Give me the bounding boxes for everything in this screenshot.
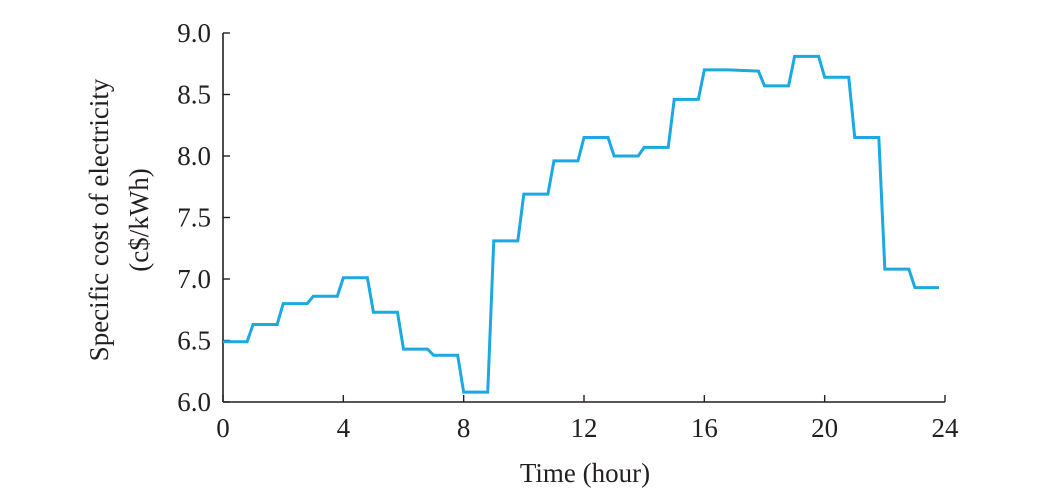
y-tick-label: 8.0 [177,141,211,171]
axis-labels: Time (hour) Specific cost of electricity… [84,78,650,488]
y-axis-label-line-1: Specific cost of electricity [84,78,114,361]
series-layer [223,54,939,394]
electricity-cost-line [223,54,939,394]
y-tick-label: 7.5 [177,203,211,233]
x-tick-label: 0 [216,413,230,443]
x-tick-label: 24 [932,413,960,443]
y-axis-label-line-2: (c$/kWh) [124,168,154,271]
y-tick-label: 6.5 [177,326,211,356]
x-tick-label: 20 [811,413,838,443]
x-tick-label: 16 [691,413,718,443]
x-axis-label: Time (hour) [520,458,650,488]
axes: 6.0 6.5 7.0 7.5 8.0 8.5 9.0 0 4 8 12 16 20 24 [177,18,959,443]
x-tick-label: 12 [571,413,598,443]
x-tick-label: 4 [337,413,351,443]
y-tick-label: 9.0 [177,18,211,48]
y-tick-label: 6.0 [177,387,211,417]
y-tick-label: 8.5 [177,80,211,110]
y-tick-label: 7.0 [177,264,211,294]
x-tick-label: 8 [457,413,471,443]
